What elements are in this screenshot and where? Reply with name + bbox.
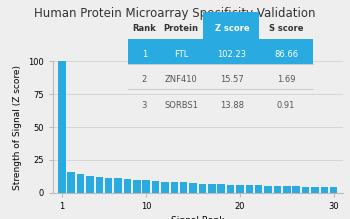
Y-axis label: Strength of Signal (Z score): Strength of Signal (Z score) [13,65,22,189]
Text: 1: 1 [142,50,147,59]
Bar [208,184,216,193]
Bar [199,184,206,193]
Text: Rank: Rank [133,24,156,33]
Bar [68,172,75,193]
Bar [217,184,225,193]
Bar [246,185,253,193]
Bar [77,175,84,193]
Text: SORBS1: SORBS1 [164,101,198,110]
Bar [330,187,337,193]
Text: Protein: Protein [164,24,199,33]
Bar [227,185,234,193]
Bar [96,177,103,193]
Bar [321,187,328,193]
Text: ZNF410: ZNF410 [165,75,197,84]
X-axis label: Signal Rank: Signal Rank [171,216,224,219]
Bar [133,180,141,193]
Text: S score: S score [269,24,303,33]
Bar [302,187,309,193]
Bar [152,181,159,193]
Bar [189,183,197,193]
Text: 2: 2 [142,75,147,84]
Bar [311,187,318,193]
Bar [114,178,122,193]
Bar [105,178,112,193]
Text: 15.57: 15.57 [220,75,244,84]
Text: 102.23: 102.23 [217,50,246,59]
Bar [255,185,262,193]
Text: 1.69: 1.69 [277,75,295,84]
Text: 0.91: 0.91 [277,101,295,110]
Bar [170,182,178,193]
Text: 3: 3 [142,101,147,110]
Text: 86.66: 86.66 [274,50,298,59]
Bar [236,185,244,193]
Bar [283,186,290,193]
Bar [58,61,65,193]
Text: Z score: Z score [215,24,249,33]
Bar [292,186,300,193]
Bar [124,179,131,193]
Bar [142,180,150,193]
Bar [264,186,272,193]
Bar [161,182,169,193]
Bar [86,176,94,193]
Text: FTL: FTL [174,50,188,59]
Text: Human Protein Microarray Specificity Validation: Human Protein Microarray Specificity Val… [34,7,316,19]
Bar [180,182,188,193]
Bar [274,186,281,193]
Text: 13.88: 13.88 [220,101,244,110]
